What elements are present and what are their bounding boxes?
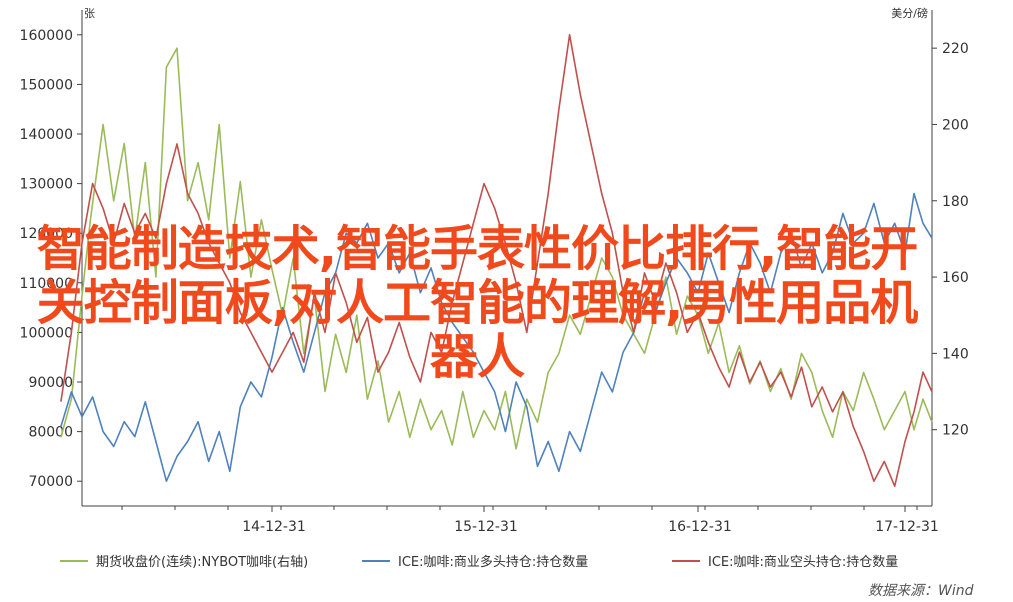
right-tick-label: 140 [942,346,969,362]
left-tick-label: 130000 [20,177,73,193]
left-axis-unit: 张 [84,7,95,20]
right-tick-label: 120 [942,423,969,439]
right-axis-unit: 美分/磅 [891,6,928,20]
series-line-2 [60,34,933,487]
x-tick-label: 14-12-31 [242,519,306,535]
right-tick-label: 200 [942,117,969,133]
series-lines [60,34,933,487]
data-source-label: 数据来源：Wind [868,583,974,599]
legend-label-2: ICE:咖啡:商业空头持仓:持仓数量 [708,555,898,570]
right-tick-label: 180 [942,194,969,210]
legend-label-1: ICE:咖啡:商业多头持仓:持仓数量 [398,554,588,570]
left-tick-label: 140000 [20,127,73,143]
legend: 期货收盘价(连续):NYBOT咖啡(右轴) ICE:咖啡:商业多头持仓:持仓数量 I… [60,554,898,570]
legend-label-0: 期货收盘价(连续):NYBOT咖啡(右轴) [96,554,308,570]
right-tick-label: 160 [942,270,969,286]
right-tick-label: 220 [942,41,969,57]
series-line-0 [60,47,933,450]
left-tick-label: 70000 [28,474,73,490]
x-tick-label: 15-12-31 [454,519,518,535]
left-tick-label: 100000 [20,325,73,341]
axes: 张 美分/磅 70000 80000 90000 100000 110000 120000 13… [20,6,969,535]
left-tick-label: 120000 [20,226,73,242]
left-tick-label: 160000 [20,28,73,44]
left-tick-label: 80000 [28,425,73,441]
x-tick-label: 17-12-31 [875,519,939,535]
left-tick-label: 150000 [20,77,73,93]
x-tick-label: 16-12-31 [668,519,732,535]
left-tick-label: 110000 [20,276,73,292]
series-line-1 [60,192,933,482]
left-tick-label: 90000 [28,375,73,391]
